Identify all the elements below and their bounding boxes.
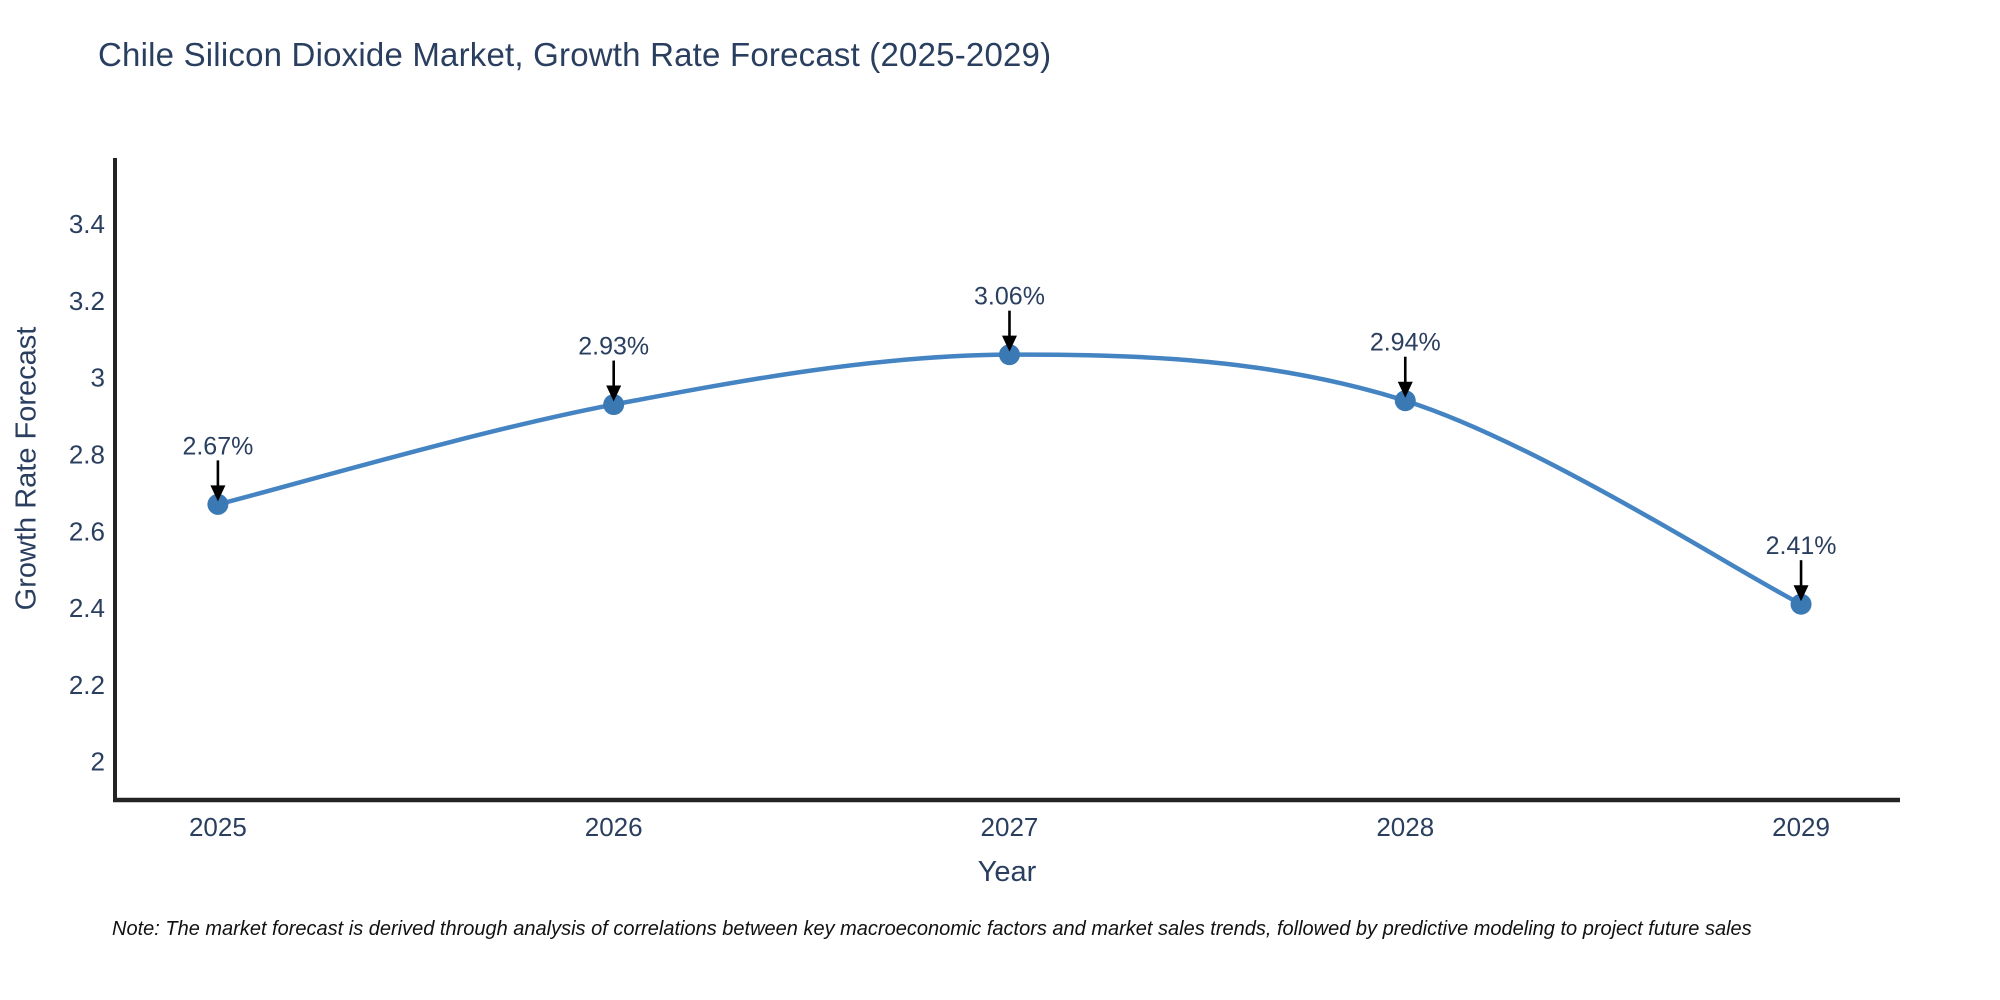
y-tick-label: 2.2	[69, 670, 105, 700]
annotation-label: 2.67%	[182, 432, 253, 460]
x-tick-label: 2028	[1376, 812, 1434, 842]
chart-title: Chile Silicon Dioxide Market, Growth Rat…	[98, 36, 1052, 73]
y-tick-label: 3.2	[69, 286, 105, 316]
trace-line	[215, 352, 1804, 607]
annotation-arrowhead	[606, 385, 622, 402]
annotation-arrowhead	[1001, 335, 1017, 352]
y-tick-label: 2.8	[69, 439, 105, 469]
annotation-label: 2.41%	[1766, 532, 1837, 560]
x-tick-label: 2027	[981, 812, 1039, 842]
annotation-label: 2.94%	[1370, 329, 1441, 357]
y-tick-label: 2.4	[69, 593, 105, 623]
x-tick-label: 2029	[1772, 812, 1830, 842]
annotation-arrowhead	[1793, 585, 1809, 602]
data-point-marker	[603, 394, 625, 416]
y-tick-label: 2	[91, 747, 105, 777]
data-point-marker	[998, 344, 1020, 366]
data-point-marker	[1790, 593, 1812, 615]
annotation-arrowhead	[210, 485, 226, 502]
footnote: Note: The market forecast is derived thr…	[112, 918, 1752, 940]
y-tick-label: 3.4	[69, 209, 105, 239]
x-tick-label: 2025	[189, 812, 247, 842]
annotation-label: 2.93%	[578, 333, 649, 361]
data-point-marker	[207, 493, 229, 515]
y-axis-title: Growth Rate Forecast	[10, 326, 43, 611]
annotation-arrowhead	[1397, 381, 1413, 398]
x-axis-title: Year	[977, 856, 1037, 888]
y-tick-label: 3	[91, 363, 105, 393]
y-tick-label: 2.6	[69, 516, 105, 546]
data-point-marker	[1394, 390, 1416, 412]
annotation-label: 3.06%	[974, 283, 1045, 311]
x-tick-label: 2026	[585, 812, 643, 842]
